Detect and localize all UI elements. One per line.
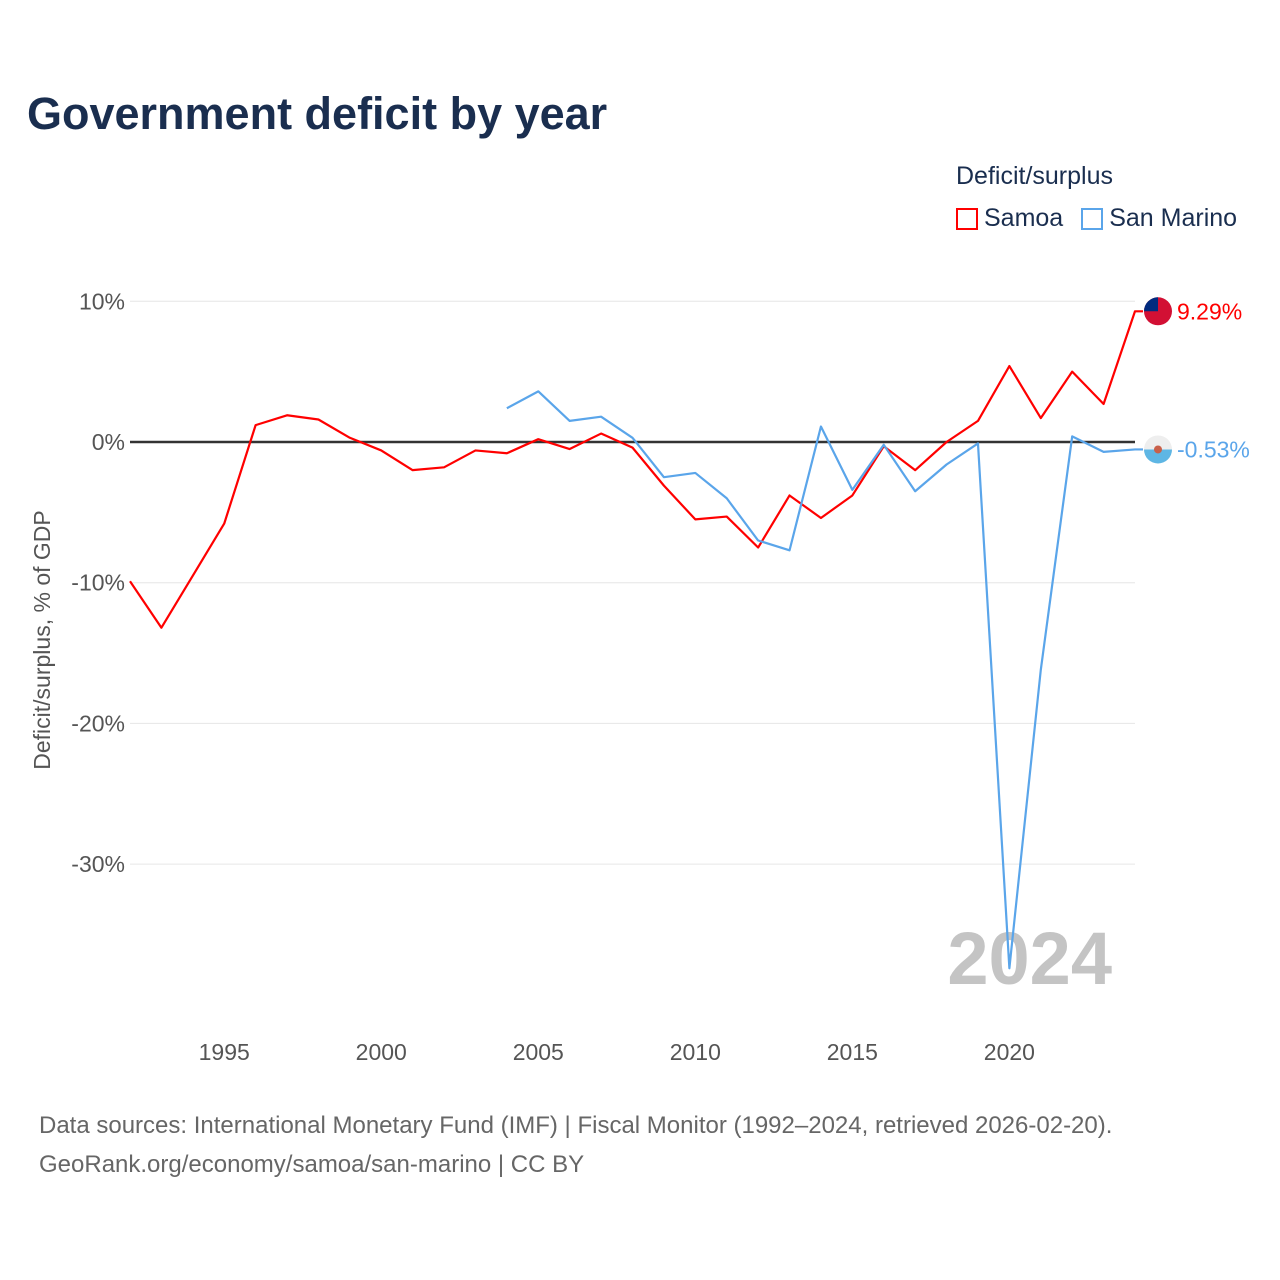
y-tick-label: 10%	[79, 288, 125, 314]
x-tick-label: 2020	[984, 1039, 1035, 1065]
san-marino-flag-lower	[1144, 449, 1172, 464]
end-value-label: -0.53%	[1177, 436, 1250, 462]
y-tick-label: -30%	[71, 851, 125, 877]
source-note: Data sources: International Monetary Fun…	[39, 1106, 1112, 1184]
san-marino-coat-of-arms	[1154, 445, 1162, 454]
x-tick-label: 2010	[670, 1039, 721, 1065]
legend-item-samoa[interactable]: Samoa	[956, 204, 1063, 233]
legend-title: Deficit/surplus	[956, 162, 1113, 190]
x-tick-label: 2015	[827, 1039, 878, 1065]
y-axis-label: Deficit/surplus, % of GDP	[29, 510, 55, 769]
legend-label: San Marino	[1109, 204, 1238, 232]
x-tick-label: 1995	[199, 1039, 250, 1065]
y-tick-label: -10%	[71, 570, 125, 596]
source-line: Data sources: International Monetary Fun…	[39, 1112, 1113, 1139]
chart-title: Government deficit by year	[27, 88, 608, 139]
legend-swatch-san-marino	[1081, 207, 1104, 230]
x-tick-label: 2005	[513, 1039, 564, 1065]
legend: Samoa San Marino	[956, 204, 1237, 233]
legend-swatch-samoa	[956, 207, 978, 230]
y-tick-label: -20%	[71, 710, 125, 736]
x-tick-label: 2000	[356, 1039, 407, 1065]
series-line-san-marino	[506, 390, 1143, 970]
end-value-label: 9.29%	[1177, 298, 1242, 324]
y-tick-label: 0%	[92, 429, 125, 455]
source-url[interactable]: GeoRank.org/economy/samoa/san-marino | C…	[39, 1151, 585, 1178]
year-watermark: 2024	[947, 917, 1112, 1000]
series-line-samoa	[129, 310, 1143, 629]
legend-label: Samoa	[984, 204, 1064, 232]
legend-item-san-marino[interactable]: San Marino	[1081, 204, 1237, 233]
samoa-flag-canton	[1144, 297, 1158, 312]
